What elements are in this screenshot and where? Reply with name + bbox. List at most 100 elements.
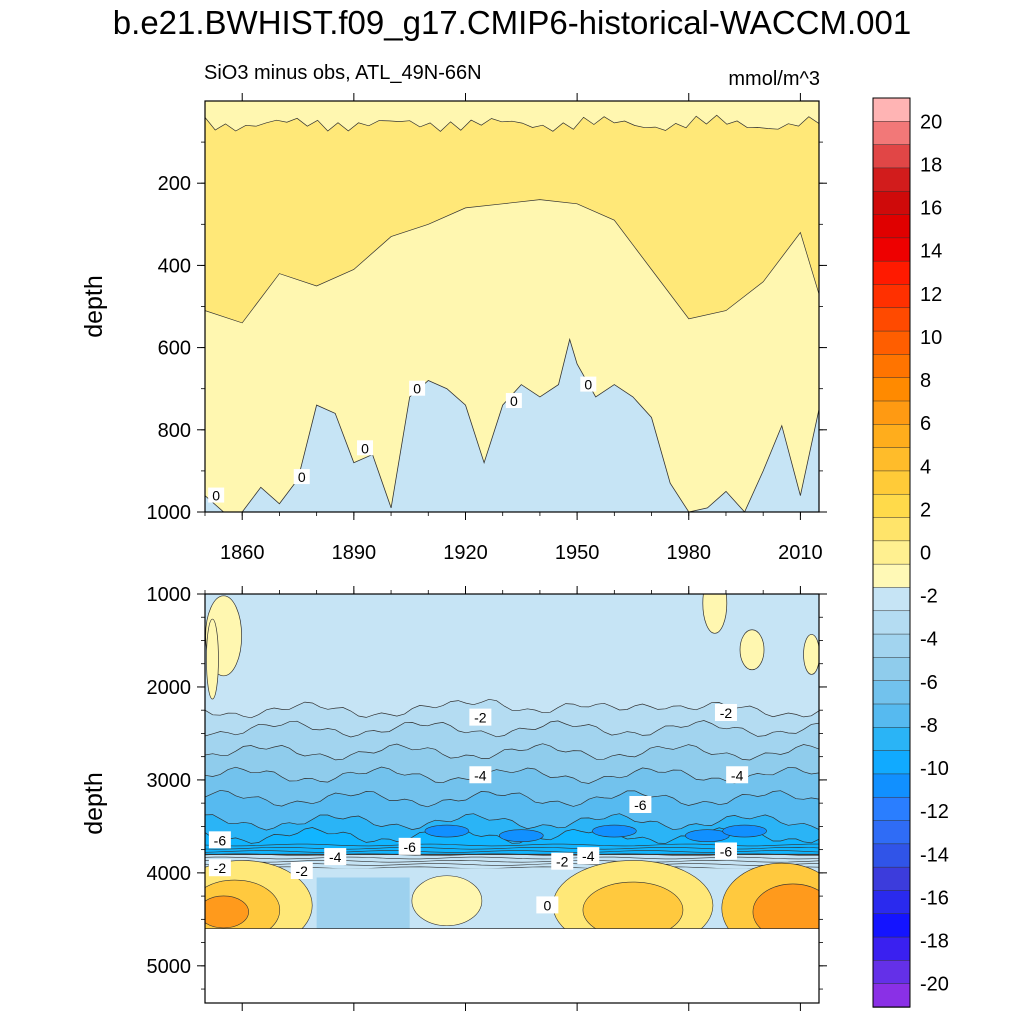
colorbar-label: -20 [920, 974, 949, 996]
colorbar-swatch [872, 587, 911, 612]
colorbar-swatch [872, 377, 911, 402]
bottom-contour-label: -4 [469, 766, 492, 784]
colorbar-label: 20 [920, 111, 942, 133]
colorbar-label: -14 [920, 844, 949, 866]
bottom-y-tick-label: 4000 [147, 863, 192, 885]
colorbar-label: 8 [920, 370, 931, 392]
bottom-contour-label: -2 [208, 859, 231, 877]
colorbar-swatch [872, 400, 911, 426]
top-x-tick-label: 1890 [332, 542, 377, 564]
svg-text:-4: -4 [731, 767, 744, 783]
colorbar-swatch [872, 470, 911, 495]
svg-text:-2: -2 [720, 705, 733, 721]
bottom-y-tick-label: 1000 [147, 584, 192, 606]
colorbar-label: -16 [920, 887, 949, 909]
colorbar-swatch [872, 843, 911, 868]
colorbar: 20181614121086420-2-4-6-8-10-12-14-16-18… [872, 97, 949, 1008]
colorbar-swatch [872, 796, 911, 822]
colorbar-label: 4 [920, 456, 931, 478]
colorbar-frame [872, 97, 911, 1008]
svg-text:0: 0 [212, 488, 220, 504]
bottom-gradient-contour [205, 859, 819, 863]
colorbar-swatch [872, 563, 911, 589]
bottom-contour-label: -6 [714, 842, 737, 860]
svg-text:-4: -4 [582, 848, 595, 864]
colorbar-label: 14 [920, 241, 942, 263]
svg-text:-2: -2 [474, 710, 487, 726]
bottom-contour-label: 0 [536, 896, 559, 914]
colorbar-swatch [872, 680, 911, 705]
svg-text:0: 0 [584, 377, 592, 393]
bottom-y-tick-label: 2000 [147, 677, 192, 699]
bottom-contour-label: -2 [551, 852, 574, 870]
top-panel: 0 0 0 0 0 0 1860 1890 1920 1950 1980 2010 200 400 600 8… [80, 93, 827, 564]
colorbar-swatch [872, 960, 911, 985]
bottom-warm-patch-west-hot [205, 895, 249, 929]
figure-title: b.e21.BWHIST.f09_g17.CMIP6-historical-WA… [112, 4, 912, 41]
colorbar-swatch [872, 354, 911, 379]
colorbar-swatch [872, 633, 911, 659]
top-x-tick-label: 1860 [220, 542, 265, 564]
svg-text:-2: -2 [214, 860, 227, 876]
bottom-frame [204, 593, 820, 1004]
bottom-y-tick-label: 5000 [147, 956, 192, 978]
colorbar-swatch [872, 983, 911, 1008]
colorbar-swatch [872, 657, 911, 682]
colorbar-label: -6 [920, 672, 938, 694]
colorbar-swatch [872, 820, 911, 845]
top-contour-label: 0 [208, 487, 225, 504]
colorbar-label: 0 [920, 543, 931, 565]
bottom-contour-label: -4 [577, 847, 600, 865]
top-contour-label: 0 [409, 380, 426, 397]
svg-text:-6: -6 [634, 797, 647, 813]
top-contour-label: 0 [357, 440, 374, 456]
colorbar-label: -2 [920, 586, 938, 608]
top-x-tick-label: 1920 [443, 542, 488, 564]
colorbar-swatch [872, 237, 911, 262]
bottom-contour-label: -4 [324, 848, 347, 866]
svg-text:0: 0 [543, 897, 551, 913]
top-surface-band [205, 101, 819, 132]
colorbar-swatch [872, 890, 911, 915]
colorbar-label: 18 [920, 154, 942, 176]
svg-text:-6: -6 [720, 843, 733, 859]
colorbar-label: 16 [920, 198, 942, 220]
bottom-positive-patch [739, 629, 765, 671]
bottom-contour-label: -2 [714, 703, 737, 721]
top-contour-label: 0 [505, 393, 522, 409]
bottom-y-axis-title: depth [80, 772, 108, 835]
svg-text:0: 0 [510, 393, 518, 409]
colorbar-swatch [872, 750, 911, 775]
svg-text:-4: -4 [474, 767, 487, 783]
bottom-y-tick-label: 3000 [147, 770, 192, 792]
colorbar-swatch [872, 517, 911, 542]
bottom-contour-label: -4 [726, 766, 749, 784]
colorbar-swatch [872, 913, 911, 938]
colorbar-swatch [872, 284, 911, 309]
bottom-core-patch [592, 824, 637, 838]
bottom-no-data [205, 928, 819, 1003]
bottom-panel: -2 -2 -2 -4 -4 -6 -4 -6 -2 -4 -6 -2 -6 0 1000 2000 3000 4… [80, 584, 827, 1011]
colorbar-swatch [872, 866, 911, 892]
top-x-tick-label: 1980 [667, 542, 712, 564]
bottom-deep-blue-patch [316, 877, 410, 929]
colorbar-swatch [872, 97, 911, 123]
top-contour-label: 0 [293, 469, 310, 485]
colorbar-swatch [872, 703, 911, 729]
bottom-core-patch [499, 829, 544, 842]
colorbar-label: 10 [920, 327, 942, 349]
svg-text:-6: -6 [214, 832, 227, 848]
colorbar-label: 2 [920, 499, 931, 521]
colorbar-swatch [872, 936, 911, 962]
bottom-contour-label: -2 [290, 862, 313, 880]
colorbar-label: 12 [920, 284, 942, 306]
bottom-warm-patch-mid [411, 875, 483, 927]
top-x-tick-label: 2010 [778, 542, 823, 564]
bottom-positive-patch [702, 594, 728, 634]
colorbar-label: -4 [920, 629, 938, 651]
top-y-tick-label: 800 [158, 420, 191, 442]
bottom-contour-label: -6 [398, 837, 421, 855]
colorbar-label: -10 [920, 758, 949, 780]
svg-text:-2: -2 [556, 854, 569, 870]
